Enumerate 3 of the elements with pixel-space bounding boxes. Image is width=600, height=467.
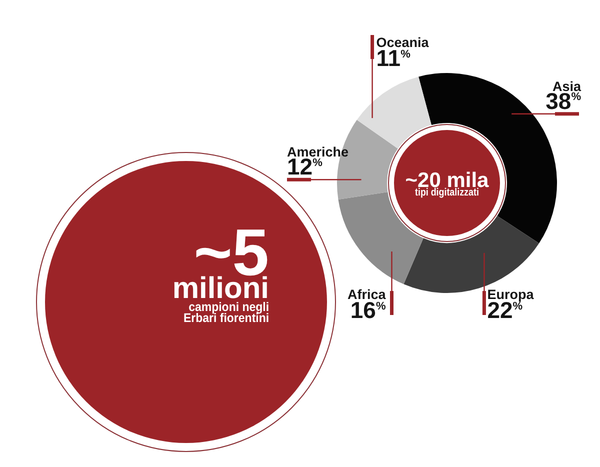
slice-label: Oceania bbox=[376, 35, 430, 50]
text: campioni negli Erbari fiorentini bbox=[183, 300, 269, 325]
slice-label: Africa bbox=[347, 287, 386, 302]
